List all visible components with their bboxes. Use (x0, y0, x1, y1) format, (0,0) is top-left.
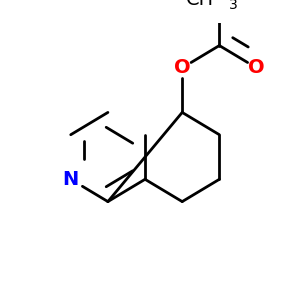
Text: O: O (248, 58, 265, 77)
Text: 3: 3 (229, 0, 237, 12)
Text: N: N (63, 170, 79, 189)
Text: O: O (174, 58, 190, 77)
Text: CH: CH (186, 0, 214, 9)
